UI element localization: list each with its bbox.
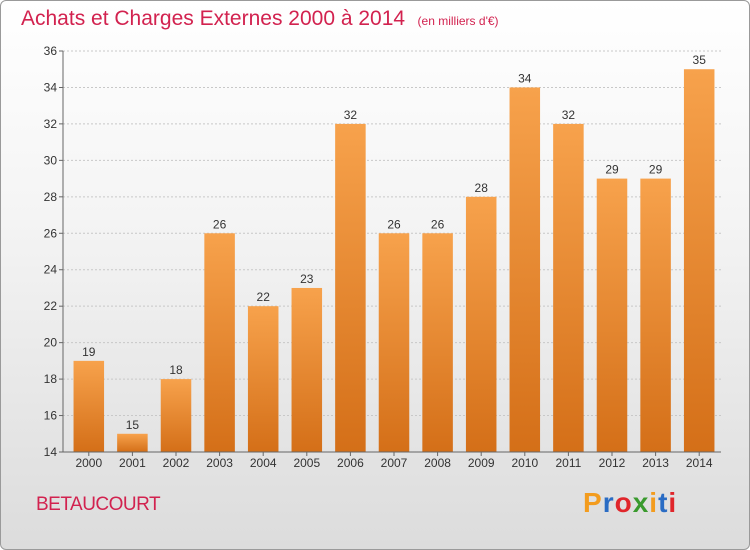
y-tick-label: 22 [44,299,58,313]
x-tick-label: 2014 [686,456,713,470]
y-tick-label: 30 [44,153,58,167]
x-tick-label: 2010 [511,456,538,470]
y-tick-label: 28 [44,190,58,204]
x-tick-label: 2007 [381,456,408,470]
commune-name: BETAUCOURT [36,494,161,515]
x-tick-label: 2006 [337,456,364,470]
bar-2009 [465,196,497,452]
data-label: 23 [300,272,314,286]
y-tick-label: 14 [44,445,58,459]
data-label: 32 [562,108,576,122]
data-label: 28 [475,181,489,195]
x-tick-label: 2005 [293,456,320,470]
data-label: 32 [344,108,358,122]
data-label: 15 [126,418,140,432]
bar-2004 [247,306,279,452]
proxiti-logo[interactable]: Proxiti [583,487,678,518]
x-tick-label: 2013 [642,456,669,470]
data-label: 29 [605,163,619,177]
bar-2008 [422,233,453,452]
x-tick-label: 2008 [424,456,451,470]
x-tick-label: 2003 [206,456,233,470]
data-label: 26 [213,217,227,231]
data-label: 29 [649,163,663,177]
y-tick-label: 34 [44,80,58,94]
y-tick-label: 24 [44,263,58,277]
bar-2011 [553,123,584,452]
x-tick-label: 2009 [468,456,495,470]
bar-2003 [204,233,235,452]
y-tick-label: 18 [44,372,58,386]
bar-2007 [378,233,410,452]
title-unit: (en milliers d'€) [417,14,499,28]
x-tick-label: 2004 [250,456,277,470]
x-tick-label: 2012 [599,456,626,470]
bars: 19 15 18 26 22 23 32 26 26 28 34 32 29 29 35 [73,53,715,453]
bar-2000 [73,360,105,452]
title-text: Achats et Charges Externes 2000 à 2014 [21,7,406,30]
x-tick-label: 2001 [119,456,146,470]
bar-2006 [335,123,366,452]
data-label: 26 [387,217,401,231]
data-label: 19 [82,345,96,359]
bar-2013 [640,178,671,452]
y-tick-label: 36 [44,44,58,58]
bar-2001 [117,433,148,452]
data-label: 35 [693,53,707,67]
bar-2002 [160,379,192,452]
axes: 14 16 18 20 22 24 26 28 30 32 34 36 2000 2001 2002 2003… [44,44,721,470]
chart-title: Achats et Charges Externes 2000 à 2014 (… [21,7,499,31]
y-tick-label: 32 [44,117,58,131]
x-tick-label: 2011 [555,456,581,470]
bar-2005 [291,287,323,452]
x-tick-label: 2000 [75,456,102,470]
bar-2014 [683,69,715,453]
data-label: 34 [518,71,532,85]
y-tick-label: 26 [44,226,58,240]
x-tick-label: 2002 [163,456,190,470]
bar-2010 [509,87,541,453]
data-label: 22 [257,290,271,304]
y-tick-label: 16 [44,409,58,423]
y-tick-label: 20 [44,336,58,350]
data-label: 26 [431,217,445,231]
bar-2012 [596,178,628,452]
data-label: 18 [169,363,183,377]
